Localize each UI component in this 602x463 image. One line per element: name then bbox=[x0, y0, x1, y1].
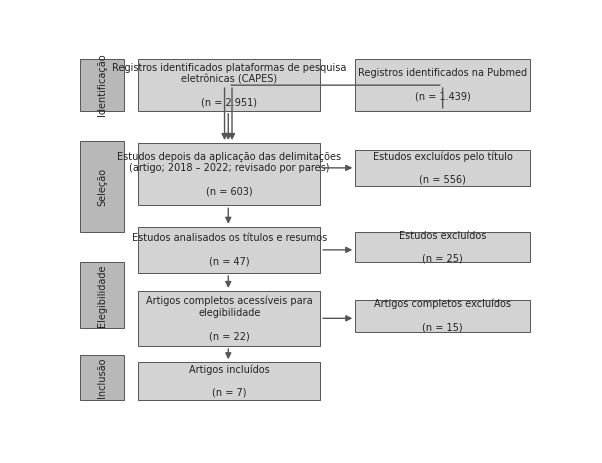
FancyBboxPatch shape bbox=[138, 291, 320, 346]
Text: Artigos incluídos

(n = 7): Artigos incluídos (n = 7) bbox=[189, 364, 270, 398]
FancyBboxPatch shape bbox=[355, 232, 530, 263]
FancyBboxPatch shape bbox=[80, 263, 124, 328]
Text: Registros identificados na Pubmed

(n = 1.439): Registros identificados na Pubmed (n = 1… bbox=[358, 69, 527, 101]
Text: Estudos analisados os títulos e resumos

(n = 47): Estudos analisados os títulos e resumos … bbox=[132, 233, 327, 267]
FancyBboxPatch shape bbox=[80, 59, 124, 111]
Text: Seleção: Seleção bbox=[97, 168, 107, 206]
FancyBboxPatch shape bbox=[138, 143, 320, 205]
FancyBboxPatch shape bbox=[80, 141, 124, 232]
Text: Registros identificados plataformas de pesquisa
eletrônicas (CAPES)

(n = 2.951): Registros identificados plataformas de p… bbox=[112, 63, 346, 107]
FancyBboxPatch shape bbox=[138, 362, 320, 400]
Text: Estudos excluídos pelo título

(n = 556): Estudos excluídos pelo título (n = 556) bbox=[373, 151, 512, 185]
FancyBboxPatch shape bbox=[138, 59, 320, 111]
FancyBboxPatch shape bbox=[355, 59, 530, 111]
Text: Identificação: Identificação bbox=[97, 54, 107, 116]
Text: Estudos excluídos

(n = 25): Estudos excluídos (n = 25) bbox=[399, 231, 486, 264]
FancyBboxPatch shape bbox=[355, 150, 530, 186]
FancyBboxPatch shape bbox=[355, 300, 530, 332]
FancyBboxPatch shape bbox=[80, 355, 124, 400]
Text: Estudos depois da aplicação das delimitações
(artigo; 2018 – 2022; revisado por : Estudos depois da aplicação das delimita… bbox=[117, 152, 341, 196]
Text: Elegibilidade: Elegibilidade bbox=[97, 264, 107, 326]
Text: Artigos completos acessíveis para
elegibilidade

(n = 22): Artigos completos acessíveis para elegib… bbox=[146, 296, 312, 341]
FancyBboxPatch shape bbox=[138, 227, 320, 273]
Text: Artigos completos excluídos

(n = 15): Artigos completos excluídos (n = 15) bbox=[374, 299, 511, 332]
Text: Inclusão: Inclusão bbox=[97, 357, 107, 398]
